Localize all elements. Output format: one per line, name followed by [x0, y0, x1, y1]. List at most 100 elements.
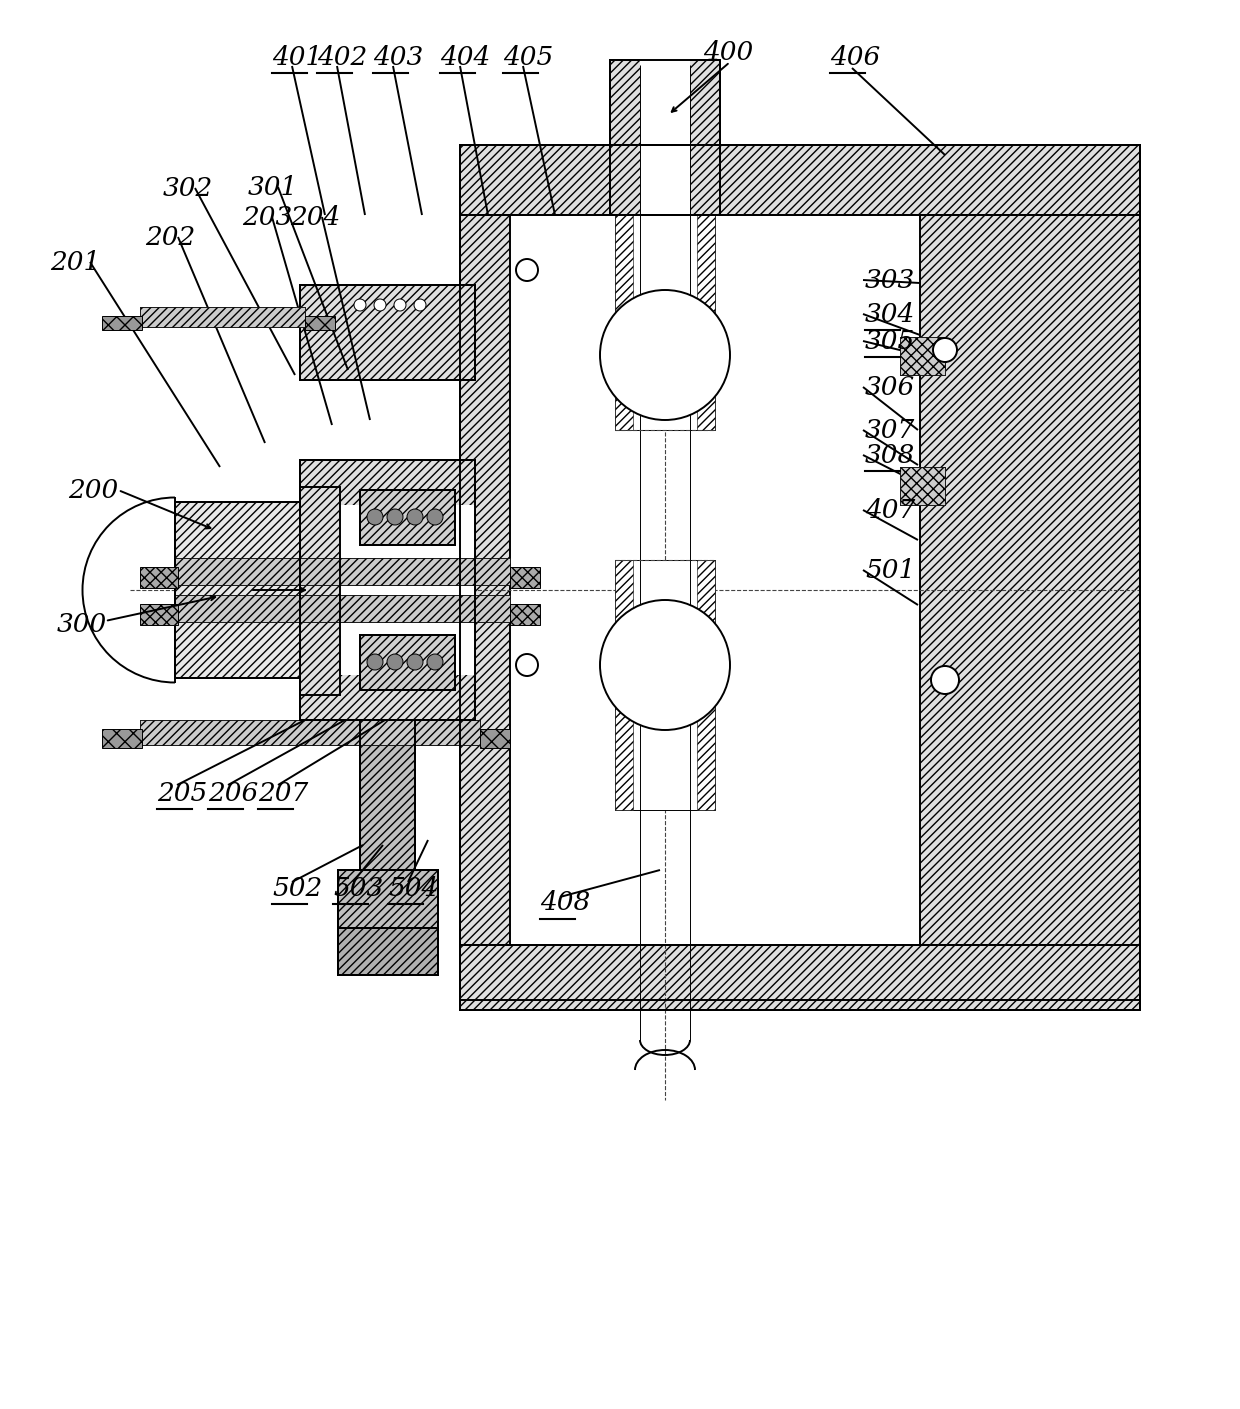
Bar	[480, 728, 510, 748]
Text: 301: 301	[248, 175, 299, 200]
Circle shape	[600, 290, 730, 420]
Bar	[640, 0, 689, 216]
Text: 306: 306	[866, 375, 915, 400]
Bar	[510, 566, 539, 588]
Bar	[360, 635, 455, 690]
Text: 400: 400	[703, 39, 753, 65]
Text: 201: 201	[50, 249, 100, 275]
Circle shape	[427, 654, 443, 671]
Bar	[300, 459, 475, 720]
Bar	[339, 869, 438, 929]
Text: 305: 305	[866, 328, 915, 354]
Text: 303: 303	[866, 268, 915, 293]
Bar	[102, 316, 143, 330]
Bar	[360, 720, 415, 869]
Bar	[140, 720, 480, 745]
Bar	[340, 504, 475, 675]
Text: 402: 402	[317, 45, 367, 69]
Bar	[175, 502, 300, 678]
Circle shape	[516, 654, 538, 676]
Bar	[460, 145, 1140, 216]
Bar	[610, 61, 720, 216]
Bar	[175, 558, 510, 585]
Text: 300: 300	[57, 612, 107, 637]
Text: 205: 205	[157, 781, 207, 806]
Bar	[140, 307, 305, 327]
Bar	[460, 145, 1140, 1000]
Bar	[460, 145, 1140, 216]
Bar	[339, 869, 438, 929]
Circle shape	[387, 654, 403, 671]
Text: 307: 307	[866, 417, 915, 442]
Bar	[615, 216, 715, 430]
Bar	[360, 490, 455, 545]
Circle shape	[387, 509, 403, 526]
Text: 502: 502	[272, 875, 322, 900]
Text: 404: 404	[440, 45, 490, 69]
Bar	[900, 466, 945, 504]
Text: 302: 302	[162, 176, 213, 200]
Bar	[300, 488, 340, 695]
Text: 206: 206	[208, 781, 258, 806]
Bar	[140, 604, 179, 626]
Bar	[900, 466, 945, 504]
Bar	[460, 145, 510, 1000]
Circle shape	[407, 509, 423, 526]
Bar	[175, 595, 510, 621]
Circle shape	[516, 259, 538, 280]
Text: 308: 308	[866, 442, 915, 468]
Bar	[510, 200, 1060, 950]
Text: 405: 405	[503, 45, 553, 69]
Bar	[360, 635, 455, 690]
Circle shape	[374, 299, 386, 311]
Text: 203: 203	[242, 204, 293, 230]
Bar	[360, 720, 415, 869]
Bar	[510, 604, 539, 626]
Bar	[900, 337, 945, 375]
Text: 202: 202	[145, 224, 195, 249]
Bar	[460, 945, 1140, 1010]
Text: 207: 207	[258, 781, 309, 806]
Text: 204: 204	[290, 204, 340, 230]
Bar	[175, 558, 510, 585]
Bar	[460, 945, 1140, 1010]
Text: 407: 407	[866, 497, 915, 523]
Circle shape	[353, 299, 366, 311]
Text: 501: 501	[866, 558, 915, 582]
Text: 408: 408	[539, 890, 590, 916]
Bar	[697, 559, 715, 810]
Bar	[920, 145, 1140, 1000]
Bar	[175, 502, 300, 678]
Bar	[339, 929, 438, 975]
Bar	[300, 285, 475, 380]
Bar	[360, 490, 455, 545]
Circle shape	[427, 509, 443, 526]
Circle shape	[932, 338, 957, 362]
Text: 403: 403	[373, 45, 423, 69]
Bar	[300, 459, 475, 720]
Circle shape	[931, 666, 959, 695]
Bar	[460, 145, 1140, 1000]
Circle shape	[394, 299, 405, 311]
Bar	[175, 595, 510, 621]
Bar	[697, 216, 715, 430]
Text: 406: 406	[830, 45, 880, 69]
Bar	[140, 566, 179, 588]
Circle shape	[407, 654, 423, 671]
Bar	[300, 285, 475, 380]
Bar	[102, 728, 143, 748]
Text: 401: 401	[272, 45, 322, 69]
Bar	[615, 216, 632, 430]
Bar	[615, 559, 632, 810]
Bar	[140, 307, 305, 327]
Text: 503: 503	[334, 875, 383, 900]
Bar	[305, 316, 335, 330]
Bar	[615, 559, 715, 810]
Bar	[140, 720, 480, 745]
Circle shape	[367, 654, 383, 671]
Text: 200: 200	[68, 478, 118, 503]
Bar	[900, 337, 945, 375]
Circle shape	[414, 299, 427, 311]
Bar	[610, 61, 720, 216]
Circle shape	[600, 600, 730, 730]
